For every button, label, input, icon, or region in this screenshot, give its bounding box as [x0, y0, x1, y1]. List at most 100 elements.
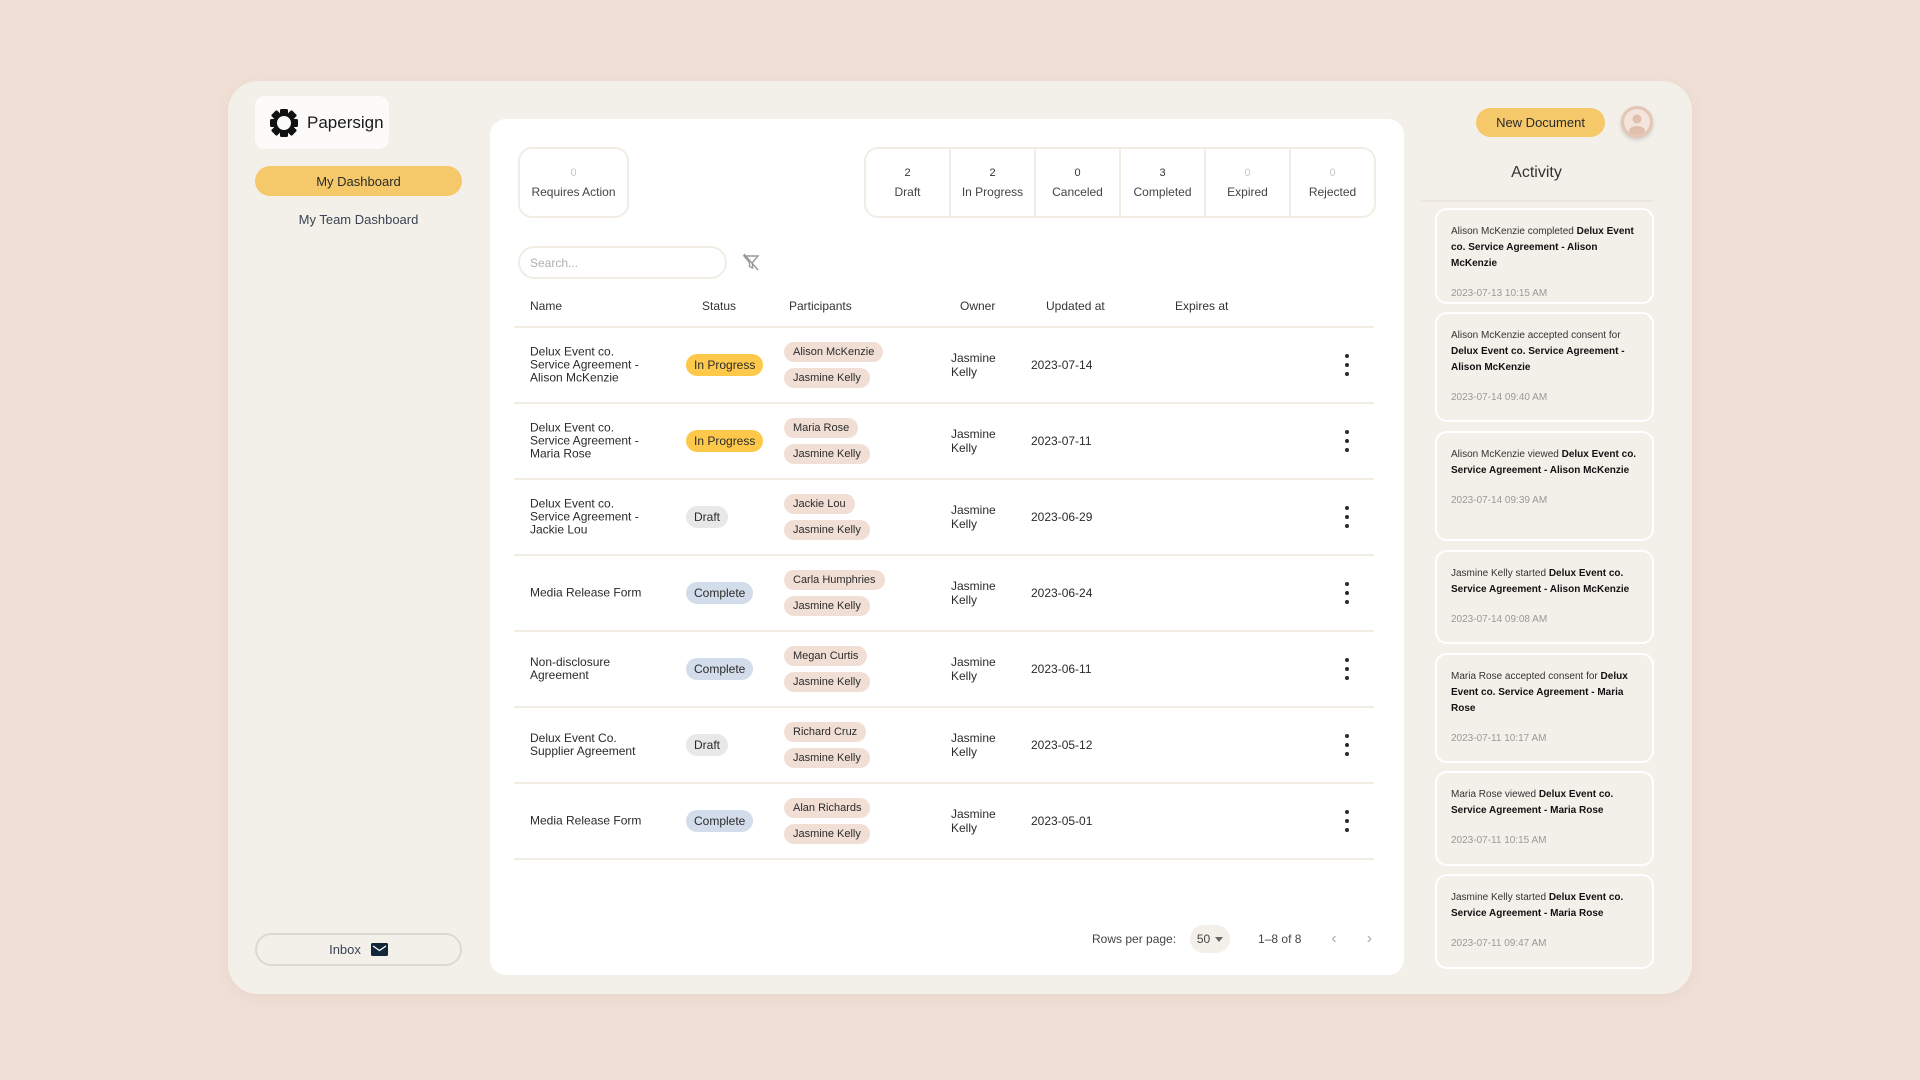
participant-chip: Alison McKenzie [784, 342, 884, 362]
table-row[interactable]: Delux Event co. Service Agreement - Mari… [514, 404, 1374, 480]
updated-at: 2023-05-12 [1031, 738, 1093, 752]
avatar[interactable] [1621, 106, 1653, 138]
status-badge: Complete [686, 810, 754, 832]
updated-at: 2023-06-11 [1031, 662, 1092, 676]
activity-text: Maria Rose accepted consent for [1451, 671, 1601, 682]
pagination: Rows per page: 50 1–8 of 8 ‹ › [1092, 925, 1372, 953]
rows-per-page-select[interactable]: 50 [1190, 925, 1231, 953]
requires-action-card[interactable]: 0 Requires Action [518, 147, 629, 218]
status-card-canceled[interactable]: 0 Canceled [1034, 149, 1119, 216]
participant-chip: Megan Curtis [784, 646, 868, 666]
status-count: 0 [1329, 166, 1336, 179]
chevron-right-icon[interactable]: › [1366, 930, 1373, 947]
updated-at: 2023-05-01 [1031, 814, 1093, 828]
owner: Jasmine Kelly [951, 579, 996, 607]
participants: Richard Cruz Jasmine Kelly [784, 722, 870, 768]
participant-chip: Jackie Lou [784, 494, 855, 514]
table-row[interactable]: Delux Event co. Service Agreement - Alis… [514, 328, 1374, 404]
document-name[interactable]: Delux Event Co. Supplier Agreement [530, 731, 636, 758]
more-options-icon[interactable] [1339, 810, 1355, 832]
status-count: 2 [904, 166, 911, 179]
participants: Maria Rose Jasmine Kelly [784, 418, 870, 464]
sidebar-item-my-team-dashboard[interactable]: My Team Dashboard [298, 211, 419, 227]
chevron-left-icon[interactable]: ‹ [1331, 930, 1337, 947]
clear-filter-icon[interactable] [741, 252, 761, 272]
more-options-icon[interactable] [1339, 734, 1355, 756]
table-row[interactable]: Media Release Form Complete Alan Richard… [514, 784, 1374, 860]
activity-document: Delux Event co. Service Agreement - Alis… [1451, 449, 1637, 476]
status-card-rejected[interactable]: 0 Rejected [1289, 149, 1374, 216]
column-participants[interactable]: Participants [789, 299, 852, 313]
owner: Jasmine Kelly [951, 731, 996, 759]
status-badge: Draft [686, 734, 729, 756]
more-options-icon[interactable] [1339, 430, 1355, 452]
participant-chip: Jasmine Kelly [784, 368, 870, 388]
table-row[interactable]: Non-disclosure Agreement Complete Megan … [514, 632, 1374, 708]
status-card-completed[interactable]: 3 Completed [1119, 149, 1204, 216]
document-name[interactable]: Media Release Form [530, 813, 642, 828]
table-row[interactable]: Delux Event co. Service Agreement - Jack… [514, 480, 1374, 556]
participant-chip: Jasmine Kelly [784, 444, 870, 464]
activity-item[interactable]: Alison McKenzie completed Delux Event co… [1435, 208, 1654, 304]
more-options-icon[interactable] [1339, 582, 1355, 604]
status-label: Completed [1133, 184, 1192, 199]
status-badge: Complete [686, 658, 754, 680]
table-row[interactable]: Delux Event Co. Supplier Agreement Draft… [514, 708, 1374, 784]
document-name[interactable]: Delux Event co. Service Agreement - Alis… [530, 344, 639, 385]
column-status[interactable]: Status [702, 299, 737, 313]
activity-document: Delux Event co. Service Agreement - Alis… [1451, 346, 1625, 373]
requires-action-count: 0 [570, 166, 577, 179]
activity-item[interactable]: Maria Rose viewed Delux Event co. Servic… [1435, 771, 1654, 866]
participant-chip: Jasmine Kelly [784, 520, 870, 540]
activity-timestamp: 2023-07-14 09:39 AM [1451, 495, 1548, 506]
status-label: Draft [894, 184, 921, 199]
search-input[interactable] [518, 246, 727, 279]
document-name[interactable]: Delux Event co. Service Agreement - Mari… [530, 420, 639, 461]
status-count: 0 [1074, 166, 1081, 179]
owner: Jasmine Kelly [951, 427, 996, 455]
inbox-button[interactable]: Inbox [255, 933, 462, 966]
activity-item[interactable]: Maria Rose accepted consent for Delux Ev… [1435, 653, 1654, 763]
document-name[interactable]: Media Release Form [530, 585, 642, 600]
activity-timestamp: 2023-07-11 09:47 AM [1451, 938, 1547, 949]
activity-item[interactable]: Alison McKenzie accepted consent for Del… [1435, 312, 1654, 422]
activity-document: Delux Event co. Service Agreement - Mari… [1451, 789, 1614, 816]
activity-item[interactable]: Alison McKenzie viewed Delux Event co. S… [1435, 431, 1654, 541]
more-options-icon[interactable] [1339, 658, 1355, 680]
more-options-icon[interactable] [1339, 354, 1355, 376]
status-badge: Draft [686, 506, 729, 528]
document-name[interactable]: Non-disclosure Agreement [530, 655, 611, 682]
status-label: Expired [1227, 184, 1268, 199]
papersign-logo-icon [270, 108, 298, 137]
app-name: Papersign [307, 112, 384, 132]
status-card-expired[interactable]: 0 Expired [1204, 149, 1289, 216]
updated-at: 2023-07-14 [1031, 358, 1093, 372]
participants: Alison McKenzie Jasmine Kelly [784, 342, 884, 388]
activity-timestamp: 2023-07-14 09:40 AM [1451, 392, 1548, 403]
activity-title: Activity [1511, 164, 1562, 181]
activity-document: Delux Event co. Service Agreement - Mari… [1451, 892, 1624, 919]
activity-timestamp: 2023-07-14 09:08 AM [1451, 614, 1548, 625]
column-updated-at[interactable]: Updated at [1046, 299, 1105, 313]
participants: Megan Curtis Jasmine Kelly [784, 646, 870, 692]
document-name[interactable]: Delux Event co. Service Agreement - Jack… [530, 496, 639, 537]
activity-item[interactable]: Jasmine Kelly started Delux Event co. Se… [1435, 874, 1654, 969]
logo[interactable]: Papersign [255, 96, 389, 149]
column-owner[interactable]: Owner [960, 299, 996, 313]
participant-chip: Jasmine Kelly [784, 748, 870, 768]
status-count: 0 [1244, 166, 1251, 179]
activity-timestamp: 2023-07-11 10:15 AM [1451, 835, 1547, 846]
sidebar-item-my-dashboard[interactable]: My Dashboard [255, 166, 462, 196]
participants: Jackie Lou Jasmine Kelly [784, 494, 870, 540]
new-document-button[interactable]: New Document [1476, 108, 1605, 137]
page-range: 1–8 of 8 [1258, 932, 1302, 946]
activity-item[interactable]: Jasmine Kelly started Delux Event co. Se… [1435, 550, 1654, 644]
column-name[interactable]: Name [530, 299, 563, 313]
status-card-in-progress[interactable]: 2 In Progress [949, 149, 1034, 216]
status-card-draft[interactable]: 2 Draft [866, 149, 949, 216]
table-row[interactable]: Media Release Form Complete Carla Humphr… [514, 556, 1374, 632]
column-expires-at[interactable]: Expires at [1175, 299, 1229, 313]
more-options-icon[interactable] [1339, 506, 1355, 528]
rows-per-page-value: 50 [1196, 932, 1211, 946]
status-count: 3 [1159, 166, 1166, 179]
